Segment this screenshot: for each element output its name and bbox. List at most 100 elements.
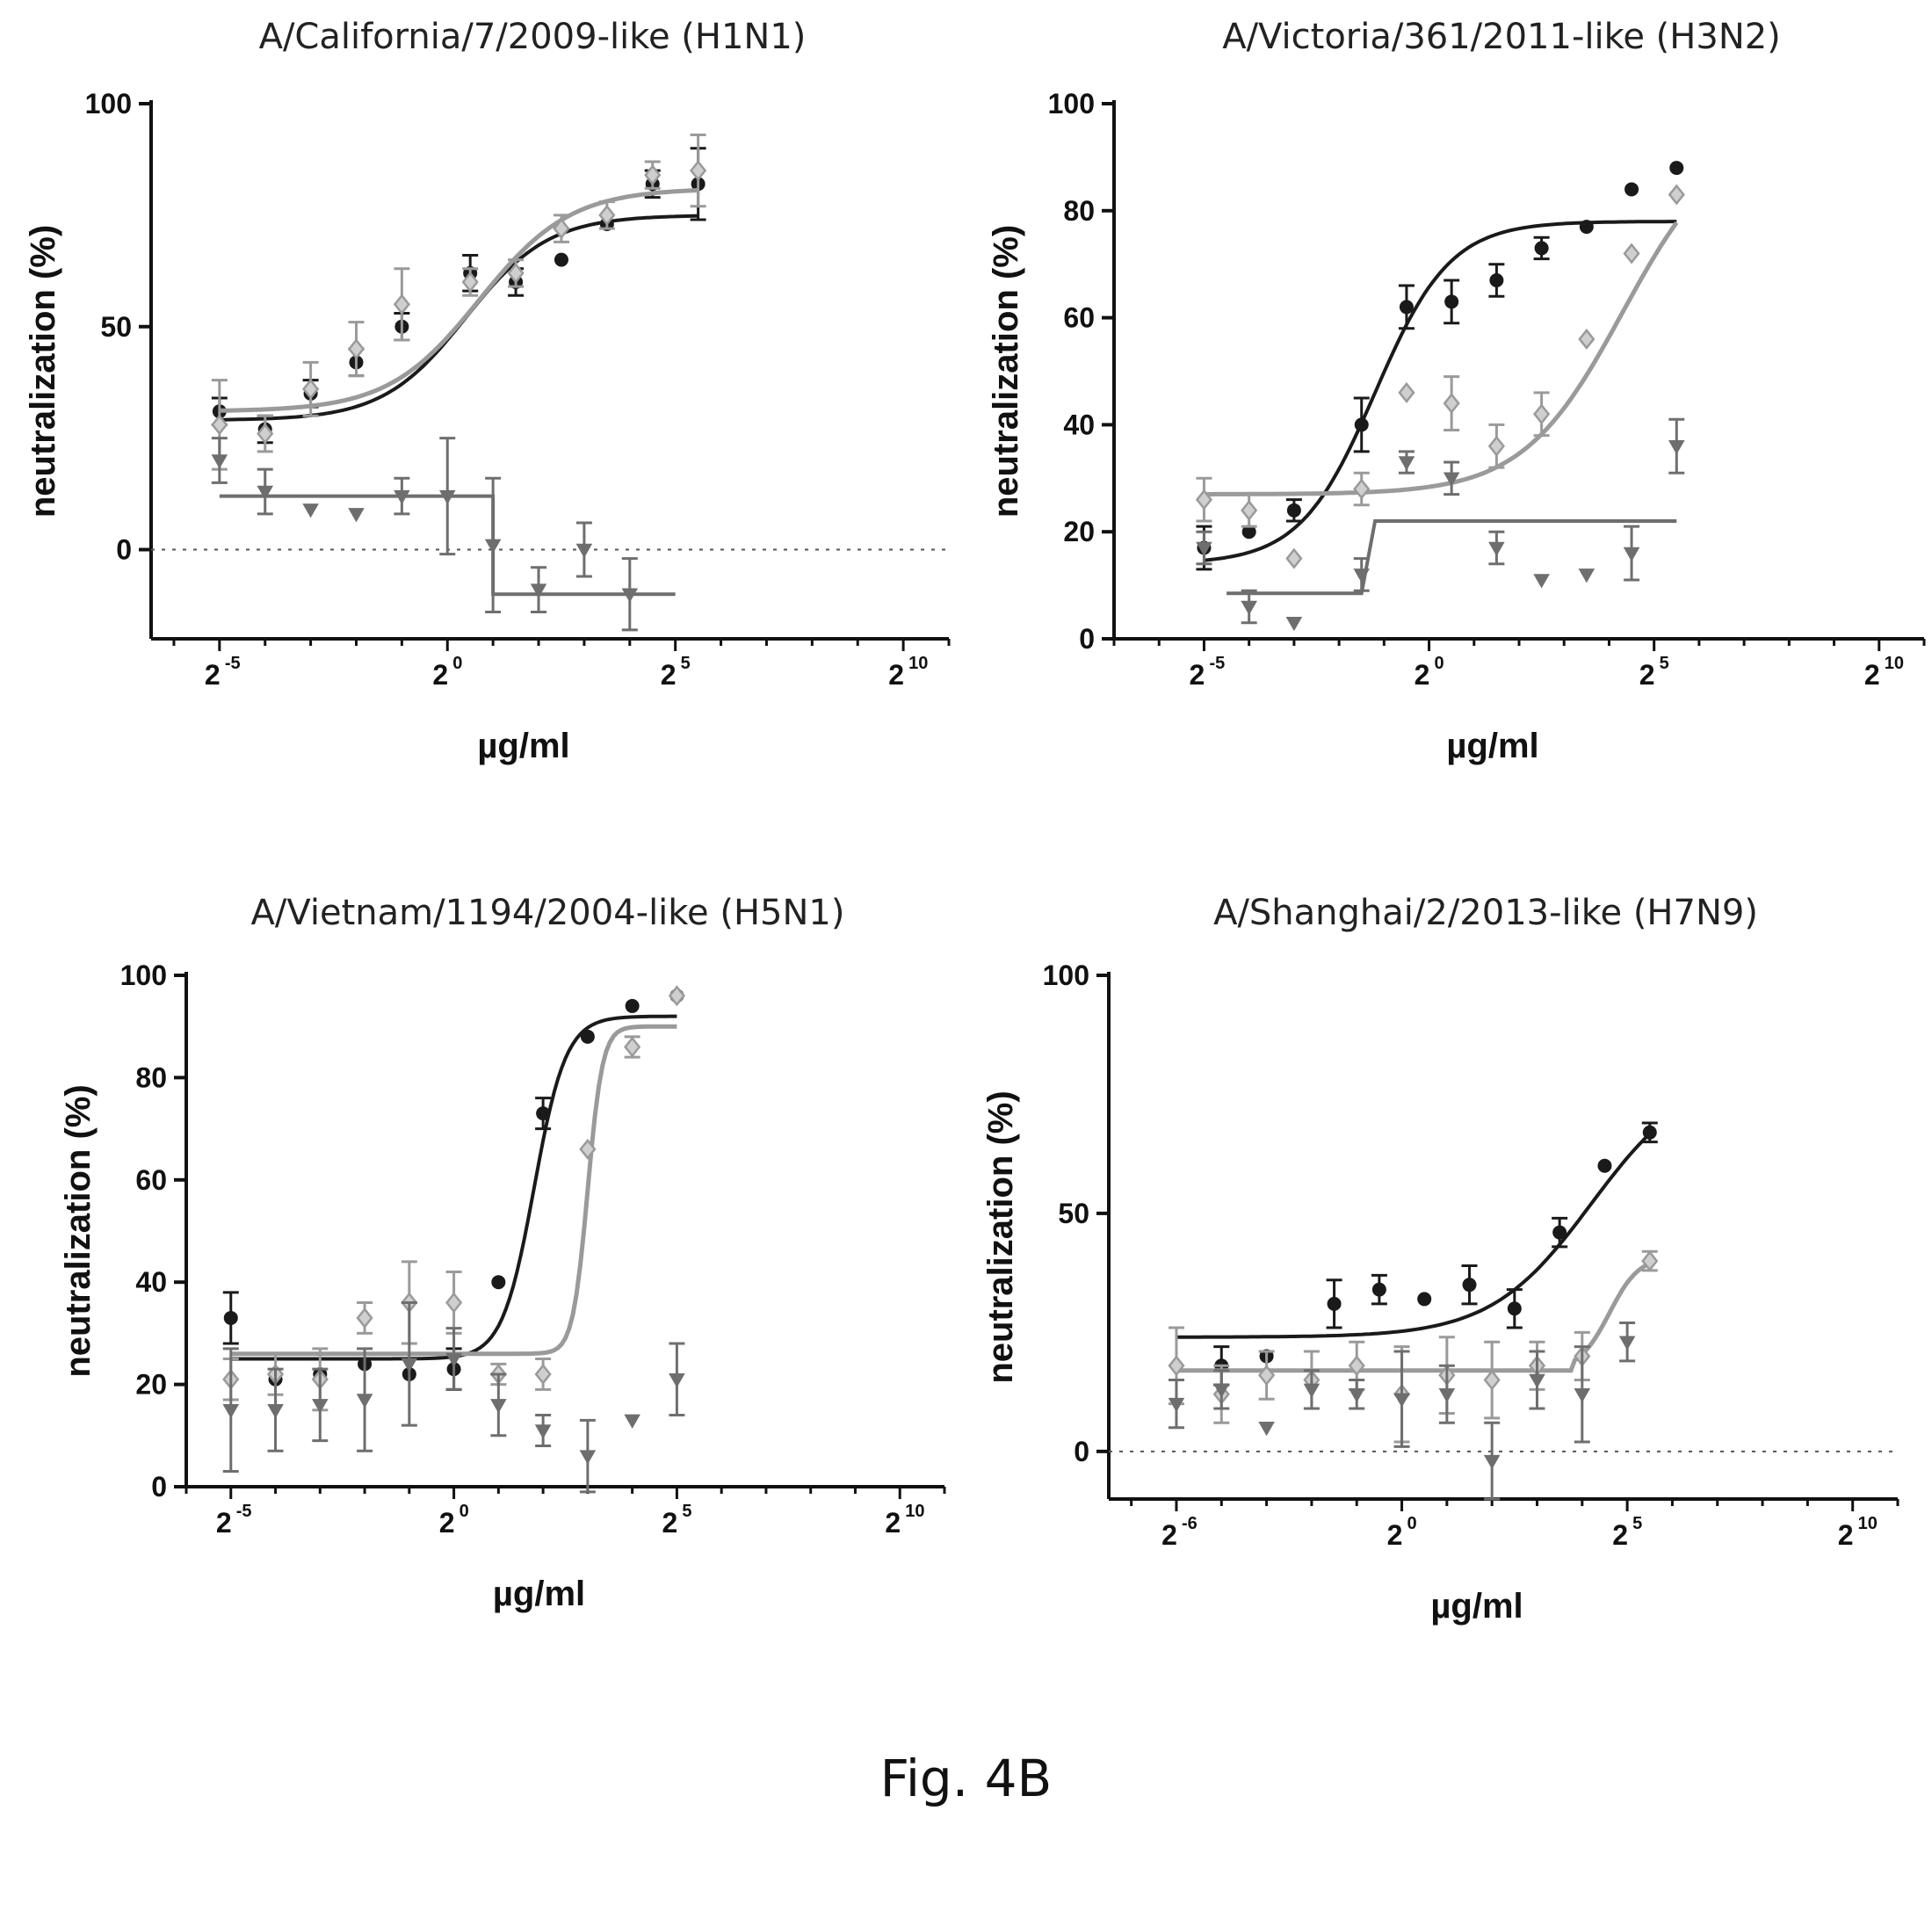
data-point-triangle xyxy=(1618,1336,1636,1351)
data-point-diamond xyxy=(1483,1369,1501,1391)
y-tick-label: 20 xyxy=(135,1369,167,1401)
x-tick-exponent: -6 xyxy=(1182,1514,1198,1533)
data-point-diamond xyxy=(1668,184,1685,206)
data-point-triangle xyxy=(257,485,274,501)
data-point-triangle xyxy=(1483,1454,1501,1470)
data-point-circle xyxy=(1597,1158,1612,1173)
data-point-triangle xyxy=(356,1394,373,1409)
x-tick-label: 2 xyxy=(1161,1519,1177,1551)
data-point-diamond xyxy=(690,160,707,182)
data-point-circle xyxy=(1507,1301,1522,1316)
data-point-circle xyxy=(1354,417,1369,432)
y-tick-label: 0 xyxy=(1079,623,1095,655)
x-tick-exponent: -5 xyxy=(1209,654,1225,673)
data-point-diamond xyxy=(1641,1250,1659,1272)
data-point-diamond xyxy=(1285,547,1303,569)
data-point-diamond xyxy=(1168,1355,1185,1377)
x-tick-exponent: 0 xyxy=(1407,1514,1417,1533)
data-point-diamond xyxy=(1487,435,1505,457)
x-tick-exponent: 5 xyxy=(1660,654,1669,673)
data-point-triangle xyxy=(1348,1388,1365,1403)
data-point-triangle xyxy=(1398,456,1415,471)
chart-title: A/Victoria/361/2011-like (H3N2) xyxy=(1222,17,1781,57)
x-tick-label: 2 xyxy=(1415,659,1430,691)
data-point-triangle xyxy=(1303,1383,1321,1398)
data-point-diamond xyxy=(393,293,410,315)
data-point-diamond xyxy=(579,1138,597,1160)
series-triangle xyxy=(1168,1322,1636,1501)
fit-curve xyxy=(219,214,698,422)
series-triangle xyxy=(1196,417,1685,632)
data-point-triangle xyxy=(530,583,547,598)
y-tick-label: 0 xyxy=(1074,1436,1089,1467)
data-point-diamond xyxy=(257,423,274,445)
series-diamond xyxy=(211,134,707,471)
series-triangle xyxy=(222,1300,685,1494)
y-tick-label: 60 xyxy=(135,1164,167,1196)
chart-panel-h1n1: A/California/7/2009-like (H1N1) neutrali… xyxy=(24,17,951,765)
y-tick-label: 50 xyxy=(100,311,132,343)
data-point-circle xyxy=(536,1106,551,1121)
y-axis-label: neutralization (%) xyxy=(981,1090,1020,1383)
x-tick-label: 2 xyxy=(1612,1519,1628,1551)
data-point-circle xyxy=(1669,161,1684,176)
data-point-circle xyxy=(580,1029,595,1044)
chart-panel-h7n9: A/Shanghai/2/2013-like (H7N9) neutraliza… xyxy=(981,893,1899,1626)
x-tick-label: 2 xyxy=(662,1507,678,1539)
data-point-diamond xyxy=(1348,1355,1365,1377)
data-point-triangle xyxy=(1212,1383,1230,1398)
figure-caption: Fig. 4B xyxy=(879,1749,1053,1808)
y-axis-label: neutralization (%) xyxy=(987,225,1025,518)
y-tick-label: 60 xyxy=(1063,302,1095,334)
data-point-diamond xyxy=(553,218,570,240)
data-point-triangle xyxy=(1668,440,1685,455)
series-circle xyxy=(211,147,706,445)
x-tick-exponent: -5 xyxy=(236,1502,252,1521)
x-tick-exponent: 0 xyxy=(1435,654,1444,673)
data-point-triangle xyxy=(222,1403,240,1419)
series-diamond xyxy=(1195,184,1685,569)
y-tick-label: 50 xyxy=(1058,1198,1089,1229)
data-point-diamond xyxy=(1241,499,1258,521)
data-point-diamond xyxy=(1195,489,1213,511)
data-point-circle xyxy=(1552,1225,1567,1240)
data-point-triangle xyxy=(484,539,502,554)
x-tick-label: 2 xyxy=(1190,659,1205,691)
data-point-diamond xyxy=(624,1036,641,1058)
x-tick-label: 2 xyxy=(205,659,221,691)
data-point-circle xyxy=(223,1310,238,1325)
data-point-circle xyxy=(1579,220,1594,235)
data-point-diamond xyxy=(461,271,479,293)
series-triangle xyxy=(211,437,676,632)
fit-curve xyxy=(1204,220,1677,562)
x-tick-label: 2 xyxy=(216,1507,232,1539)
data-point-diamond xyxy=(1257,1365,1276,1387)
data-point-diamond xyxy=(1578,328,1596,350)
x-tick-exponent: 5 xyxy=(682,1502,691,1521)
chart-title: A/Vietnam/1194/2004-like (H5N1) xyxy=(251,893,845,933)
data-point-diamond xyxy=(1398,381,1415,403)
series-circle xyxy=(1196,161,1684,571)
chart-panel-h3n2: A/Victoria/361/2011-like (H3N2) neutrali… xyxy=(987,17,1926,765)
fit-curve xyxy=(1176,1261,1651,1373)
data-point-triangle xyxy=(1574,1388,1591,1403)
fit-curve xyxy=(219,188,698,413)
x-tick-label: 2 xyxy=(1838,1519,1854,1551)
data-point-circle xyxy=(1399,300,1414,315)
data-point-diamond xyxy=(598,204,616,226)
chart-title: A/California/7/2009-like (H1N1) xyxy=(259,17,807,57)
data-point-triangle xyxy=(621,588,639,603)
x-tick-label: 2 xyxy=(1387,1519,1403,1551)
data-point-triangle xyxy=(394,489,410,505)
data-point-triangle xyxy=(1196,541,1212,556)
x-tick-label: 2 xyxy=(432,659,448,691)
x-axis-label: µg/ml xyxy=(493,1575,585,1613)
data-point-triangle xyxy=(211,454,228,469)
x-tick-label: 2 xyxy=(888,659,904,691)
data-point-diamond xyxy=(356,1307,373,1329)
x-tick-exponent: 10 xyxy=(905,1502,924,1521)
x-tick-label: 2 xyxy=(885,1507,901,1539)
data-point-circle xyxy=(1241,525,1256,540)
fit-curve xyxy=(1176,1132,1652,1339)
chart-panel-h5n1: A/Vietnam/1194/2004-like (H5N1) neutrali… xyxy=(59,893,946,1613)
